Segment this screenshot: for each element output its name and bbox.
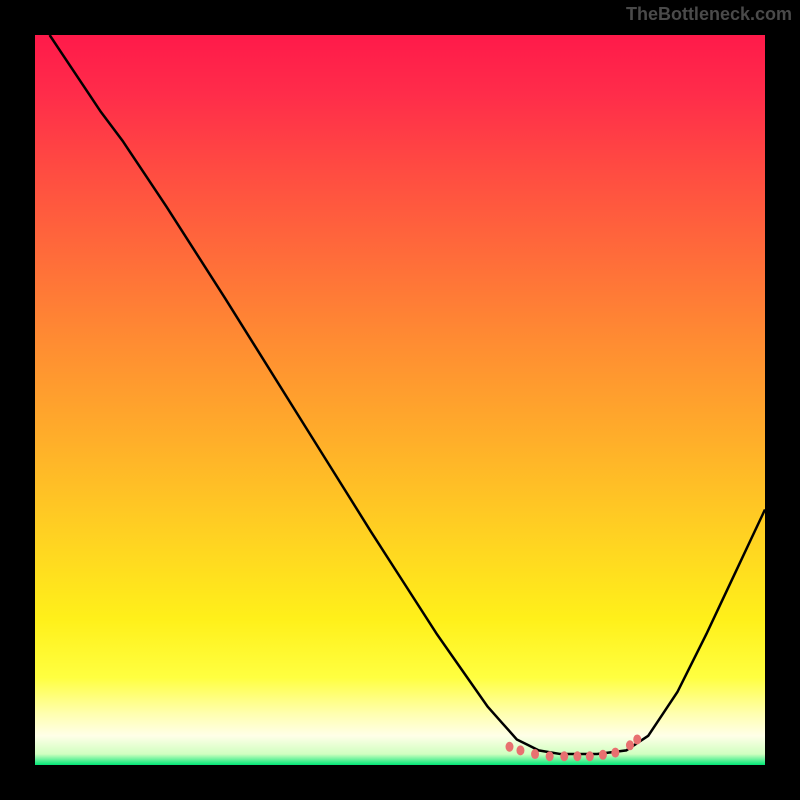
watermark-text: TheBottleneck.com	[626, 4, 792, 25]
marker-point	[599, 750, 607, 760]
marker-point	[506, 742, 514, 752]
chart-container: TheBottleneck.com	[0, 0, 800, 800]
gradient-background	[35, 35, 765, 765]
marker-point	[611, 748, 619, 758]
bottleneck-curve-chart	[0, 0, 800, 800]
marker-point	[633, 734, 641, 744]
marker-point	[626, 740, 634, 750]
marker-point	[531, 749, 539, 759]
marker-point	[573, 751, 581, 761]
marker-point	[516, 745, 524, 755]
marker-point	[546, 751, 554, 761]
marker-point	[586, 751, 594, 761]
marker-point	[560, 751, 568, 761]
